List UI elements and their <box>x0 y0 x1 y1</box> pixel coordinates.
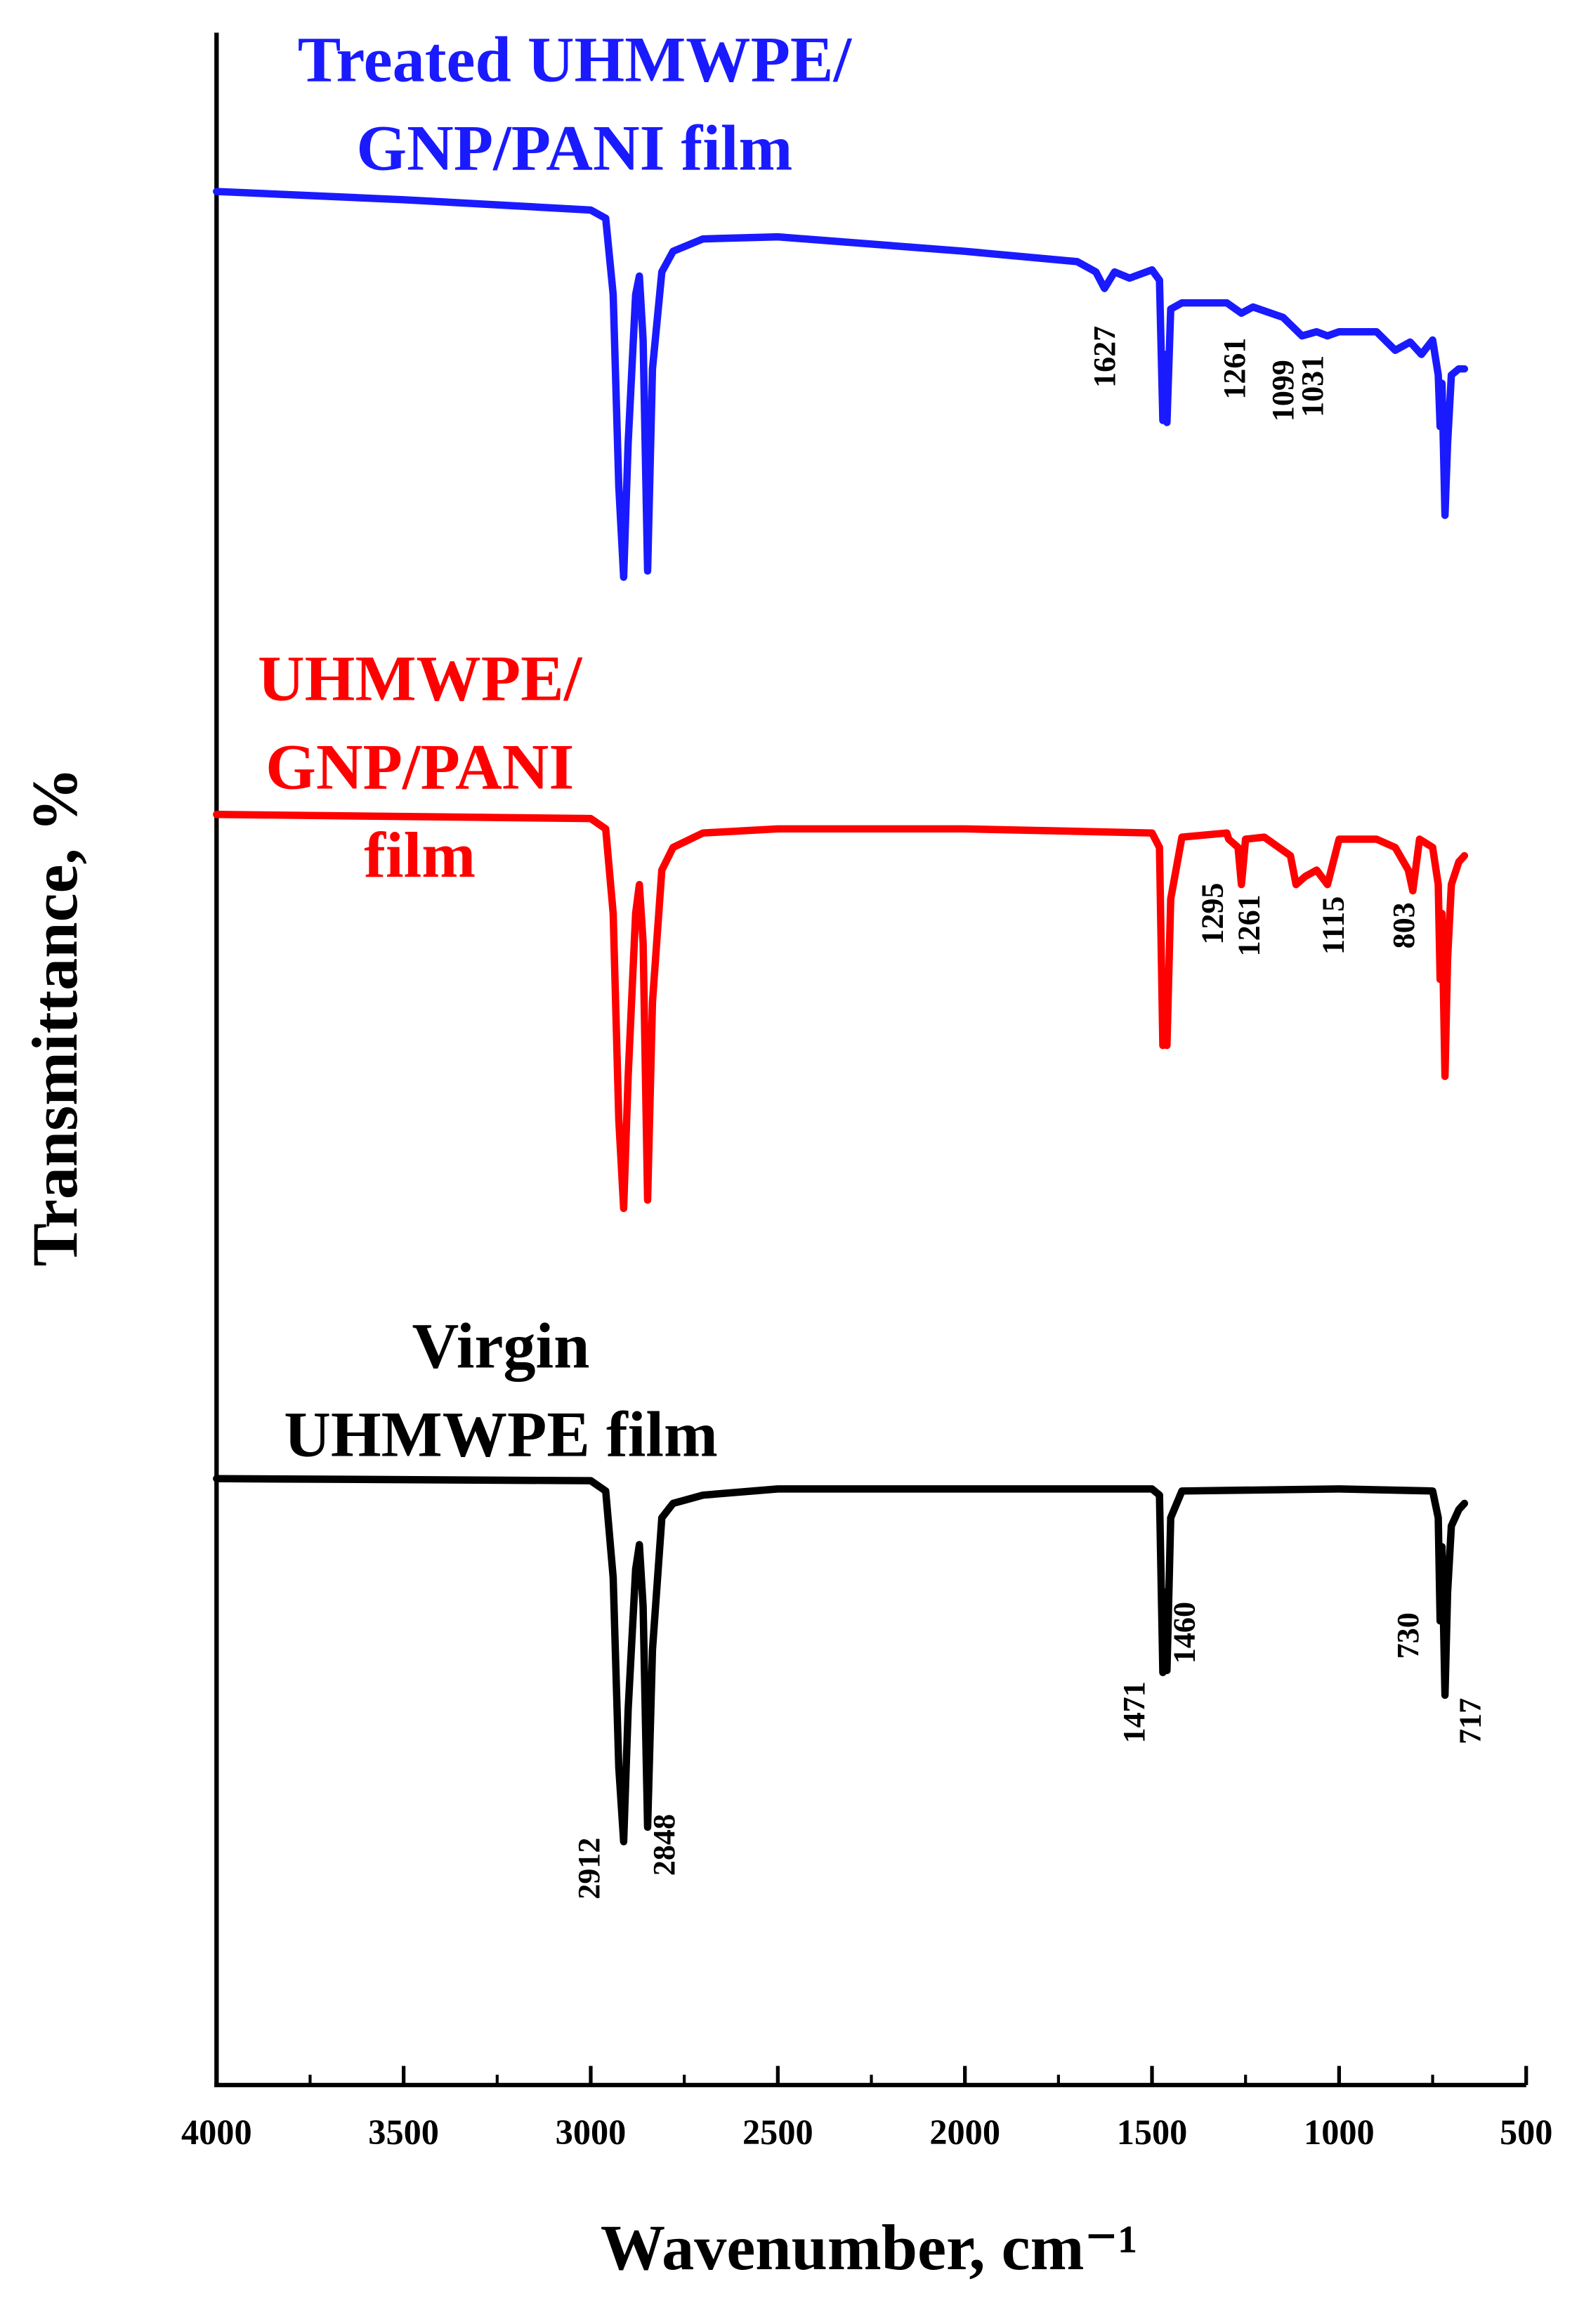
spectrum-line <box>213 811 1469 1213</box>
spectrum-line <box>213 1475 1469 1846</box>
x-tick-label: 2500 <box>742 2113 813 2152</box>
x-tick-label: 3000 <box>556 2113 627 2152</box>
series-name: Treated UHMWPE/GNP/PANI film <box>298 24 853 184</box>
peak-label: 717 <box>1453 1698 1487 1744</box>
peak-label: 1115 <box>1316 896 1350 955</box>
y-axis-title: Transmittance, % <box>19 767 91 1267</box>
peak-label: 2912 <box>572 1838 606 1900</box>
series-name: Virgin UHMWPE film <box>284 1310 718 1470</box>
peak-label: 1261 <box>1217 338 1252 400</box>
x-tick-label: 1000 <box>1304 2113 1375 2152</box>
spectrum-line <box>213 188 1469 581</box>
x-tick-label: 2000 <box>929 2113 1000 2152</box>
peak-label: 1471 <box>1117 1681 1151 1743</box>
peak-label: 2848 <box>647 1814 681 1876</box>
x-tick-label: 4000 <box>181 2113 252 2152</box>
peak-label: 1627 <box>1087 326 1122 388</box>
x-axis-title: Wavenumber, cm⁻¹ <box>601 2212 1138 2283</box>
x-tick-label: 500 <box>1500 2113 1553 2152</box>
peak-label: 803 <box>1387 902 1421 948</box>
peak-label: 730 <box>1391 1612 1425 1659</box>
peak-label: 1099 <box>1266 360 1300 422</box>
peak-label: 1031 <box>1295 355 1330 417</box>
x-tick-label: 1500 <box>1117 2113 1188 2152</box>
peak-label: 1261 <box>1232 894 1266 956</box>
series-name: UHMWPE/GNP/PANI film <box>258 643 583 892</box>
peak-label: 1460 <box>1167 1602 1201 1664</box>
x-tick-label: 3500 <box>368 2113 439 2152</box>
peak-label: 1295 <box>1195 883 1229 945</box>
